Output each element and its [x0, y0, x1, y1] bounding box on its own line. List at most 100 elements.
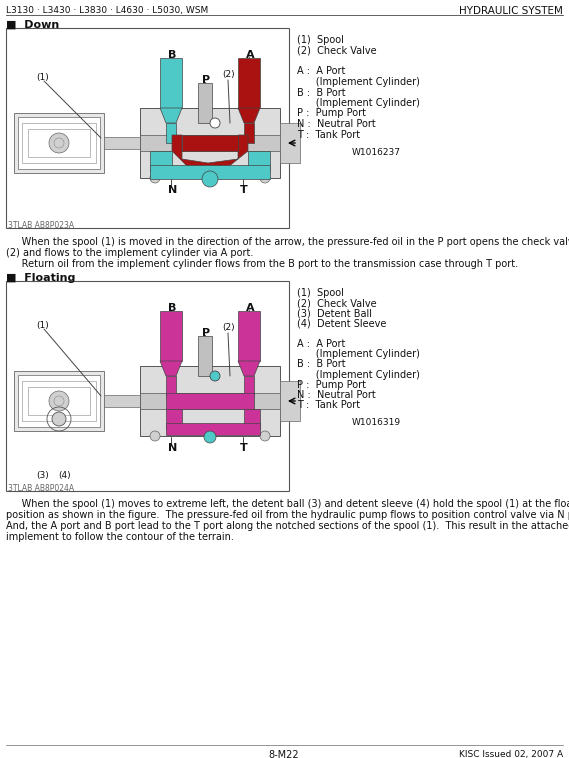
Bar: [28, 129, 90, 157]
Text: N :  Neutral Port: N : Neutral Port: [297, 119, 376, 129]
Bar: [238, 58, 260, 108]
Text: (3)  Detent Ball: (3) Detent Ball: [297, 309, 372, 318]
Bar: [166, 393, 254, 409]
Text: B :  B Port: B : B Port: [297, 87, 345, 98]
Text: N: N: [168, 185, 178, 195]
Text: N: N: [168, 443, 178, 453]
Text: 8-M22: 8-M22: [269, 750, 299, 758]
Text: implement to follow the contour of the terrain.: implement to follow the contour of the t…: [6, 532, 234, 542]
Bar: [18, 375, 100, 427]
Text: (2) and flows to the implement cylinder via A port.: (2) and flows to the implement cylinder …: [6, 248, 253, 258]
Text: T: T: [240, 443, 248, 453]
Text: N :  Neutral Port: N : Neutral Port: [297, 390, 376, 400]
Text: (1): (1): [36, 321, 49, 330]
Text: (Implement Cylinder): (Implement Cylinder): [297, 98, 420, 108]
Bar: [280, 381, 300, 421]
Circle shape: [210, 371, 220, 381]
Text: (1)  Spool: (1) Spool: [297, 35, 344, 45]
Polygon shape: [160, 361, 182, 376]
Bar: [244, 123, 254, 143]
Bar: [14, 113, 104, 173]
Bar: [238, 311, 260, 361]
Bar: [150, 151, 172, 171]
Text: A :  A Port: A : A Port: [297, 67, 345, 77]
Bar: [104, 395, 149, 407]
Text: (Implement Cylinder): (Implement Cylinder): [297, 77, 420, 87]
Text: ■  Down: ■ Down: [6, 20, 59, 30]
Bar: [166, 376, 176, 396]
Text: 3TLAB AB8P023A: 3TLAB AB8P023A: [8, 221, 74, 230]
Circle shape: [52, 412, 66, 426]
Text: W1016237: W1016237: [352, 148, 401, 157]
Bar: [22, 381, 96, 421]
Bar: [198, 336, 212, 376]
Text: B: B: [168, 50, 176, 60]
Bar: [248, 151, 270, 171]
Bar: [166, 409, 182, 429]
Circle shape: [150, 173, 160, 183]
Bar: [6, 281, 289, 491]
Text: (4)  Detent Sleeve: (4) Detent Sleeve: [297, 318, 386, 329]
Text: A: A: [246, 303, 254, 313]
Text: P :  Pump Port: P : Pump Port: [297, 108, 366, 118]
Text: P: P: [202, 328, 210, 338]
Text: KISC Issued 02, 2007 A: KISC Issued 02, 2007 A: [459, 750, 563, 758]
Text: P: P: [202, 75, 210, 85]
Bar: [166, 123, 176, 143]
Circle shape: [204, 431, 216, 443]
Text: L3130 · L3430 · L3830 · L4630 · L5030, WSM: L3130 · L3430 · L3830 · L4630 · L5030, W…: [6, 6, 208, 15]
Text: 3TLAB AB8P024A: 3TLAB AB8P024A: [8, 484, 74, 493]
Text: ■  Floating: ■ Floating: [6, 273, 75, 283]
Bar: [198, 83, 212, 123]
Circle shape: [49, 133, 69, 153]
Bar: [104, 137, 149, 149]
Text: (2)  Check Valve: (2) Check Valve: [297, 298, 377, 309]
Text: (2): (2): [222, 70, 234, 79]
Bar: [14, 371, 104, 431]
Text: When the spool (1) is moved in the direction of the arrow, the pressure-fed oil : When the spool (1) is moved in the direc…: [6, 237, 569, 247]
Text: T: T: [240, 185, 248, 195]
Bar: [140, 135, 280, 151]
Bar: [140, 393, 280, 409]
Bar: [160, 58, 182, 108]
Circle shape: [260, 173, 270, 183]
Bar: [150, 165, 270, 179]
Text: (Implement Cylinder): (Implement Cylinder): [297, 349, 420, 359]
Bar: [182, 135, 238, 151]
Text: When the spool (1) moves to extreme left, the detent ball (3) and detent sleeve : When the spool (1) moves to extreme left…: [6, 499, 569, 509]
Text: W1016319: W1016319: [352, 418, 401, 428]
Text: position as shown in the figure.  The pressure-fed oil from the hydraulic pump f: position as shown in the figure. The pre…: [6, 510, 569, 520]
Text: (1)  Spool: (1) Spool: [297, 288, 344, 298]
Text: Return oil from the implement cylinder flows from the B port to the transmission: Return oil from the implement cylinder f…: [6, 259, 518, 269]
Circle shape: [202, 171, 218, 187]
Text: B :  B Port: B : B Port: [297, 359, 345, 369]
Text: (2)  Check Valve: (2) Check Valve: [297, 45, 377, 55]
Text: B: B: [168, 303, 176, 313]
Text: (2): (2): [222, 323, 234, 332]
Text: (Implement Cylinder): (Implement Cylinder): [297, 370, 420, 380]
Text: P :  Pump Port: P : Pump Port: [297, 380, 366, 390]
Text: (3): (3): [36, 471, 49, 480]
Bar: [28, 387, 90, 415]
Text: T :  Tank Port: T : Tank Port: [297, 130, 360, 139]
Text: T :  Tank Port: T : Tank Port: [297, 400, 360, 410]
Text: (1): (1): [36, 73, 49, 82]
Polygon shape: [238, 361, 260, 376]
Text: A :  A Port: A : A Port: [297, 339, 345, 349]
Bar: [18, 117, 100, 169]
Bar: [244, 409, 260, 429]
Polygon shape: [160, 108, 182, 123]
Circle shape: [210, 118, 220, 128]
Text: A: A: [246, 50, 254, 60]
Polygon shape: [238, 108, 260, 123]
Text: HYDRAULIC SYSTEM: HYDRAULIC SYSTEM: [459, 6, 563, 16]
Bar: [244, 376, 254, 396]
Circle shape: [49, 391, 69, 411]
Bar: [22, 123, 96, 163]
Bar: [140, 366, 280, 436]
Bar: [140, 108, 280, 178]
Bar: [160, 311, 182, 361]
Bar: [280, 123, 300, 163]
Polygon shape: [172, 135, 248, 171]
Bar: [6, 28, 289, 228]
